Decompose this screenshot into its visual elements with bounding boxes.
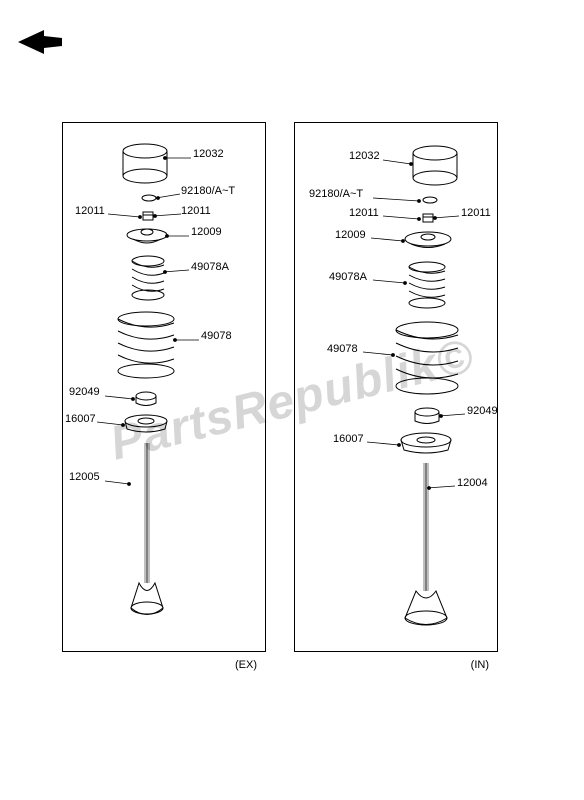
label-retainer-in: 12009	[335, 229, 366, 241]
label-tappet-ex: 12032	[193, 148, 224, 160]
shim-in	[421, 195, 439, 205]
seal-ex	[134, 391, 158, 409]
label-collet-left-in: 12011	[349, 207, 379, 219]
panel-intake: 12032 92180/A~T 12011 12011 12009 49078A…	[294, 122, 498, 652]
label-shim-ex: 92180/A~T	[181, 185, 235, 197]
panel-tag-in: (IN)	[471, 659, 489, 671]
label-retainer-ex: 12009	[191, 226, 222, 238]
label-shim-in: 92180/A~T	[309, 188, 363, 200]
label-seal-in: 92049	[467, 405, 498, 417]
label-spring-inner-in: 49078A	[329, 271, 367, 283]
label-spring-outer-in: 49078	[327, 343, 358, 355]
valve-ex	[127, 443, 167, 623]
seal-in	[413, 407, 441, 427]
seat-ex	[123, 413, 169, 435]
retainer-in	[403, 231, 453, 253]
panel-exhaust: 12032 92180/A~T 12011 12011 12009 49078A…	[62, 122, 266, 652]
seat-in	[399, 431, 453, 457]
label-collet-right-ex: 12011	[181, 205, 211, 217]
retainer-ex	[125, 227, 169, 249]
spring-inner-in	[406, 261, 448, 313]
label-spring-outer-ex: 49078	[201, 330, 232, 342]
back-arrow-icon	[18, 28, 68, 68]
spring-inner-ex	[129, 255, 167, 303]
label-seat-ex: 16007	[65, 413, 96, 425]
label-spring-inner-ex: 49078A	[191, 261, 229, 273]
label-valve-ex: 12005	[69, 471, 100, 483]
label-collet-left-ex: 12011	[75, 205, 105, 217]
label-collet-right-in: 12011	[461, 207, 491, 219]
label-seat-in: 16007	[333, 433, 364, 445]
label-seal-ex: 92049	[69, 386, 100, 398]
label-valve-in: 12004	[457, 477, 488, 489]
spring-outer-in	[393, 321, 461, 399]
tappet-in	[411, 145, 459, 187]
label-tappet-in: 12032	[349, 150, 380, 162]
spring-outer-ex	[115, 311, 177, 383]
tappet-ex	[121, 143, 169, 185]
panel-tag-ex: (EX)	[235, 659, 257, 671]
